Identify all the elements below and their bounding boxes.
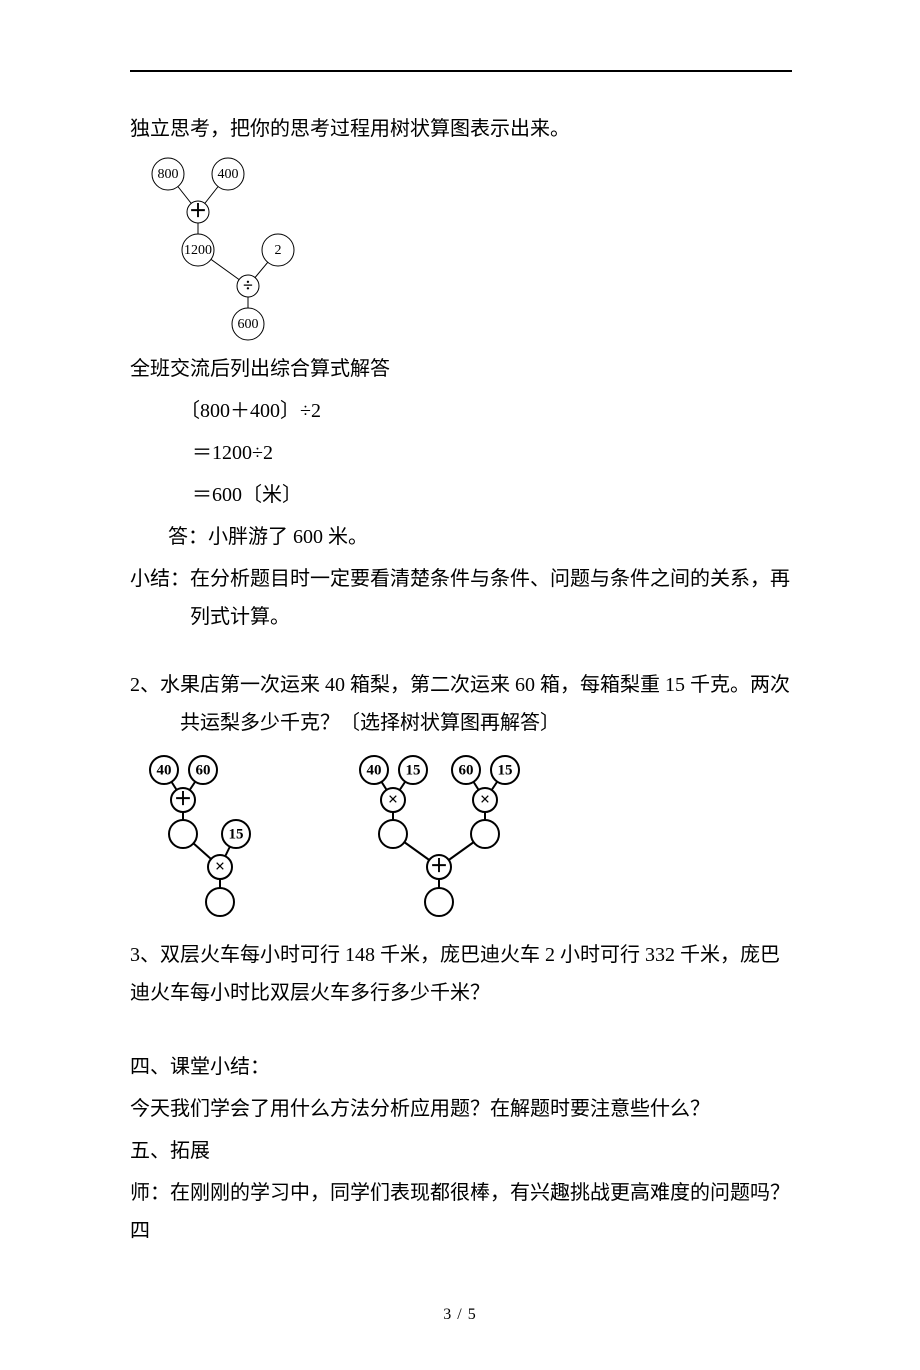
svg-text:＋: ＋ [430, 856, 448, 876]
tree-diagram-1: 800 400 ＋ 1200 2 ÷ 600 [140, 154, 790, 344]
section-heading: 五、拓展 [130, 1132, 790, 1170]
svg-text:15: 15 [229, 826, 244, 842]
tree-diagrams-row: 4060＋15× 40156015××＋ [140, 752, 790, 922]
expression-line: ＝1200÷2 [130, 434, 790, 472]
tree-diagram-2b: 40 15 60 15 × × ＋ [350, 752, 525, 922]
svg-text:×: × [388, 789, 398, 809]
paragraph: 全班交流后列出综合算式解答 [130, 350, 790, 388]
page-number: 3 / 5 [130, 1300, 790, 1330]
section-heading: 四、课堂小结： [130, 1048, 790, 1086]
svg-text:15: 15 [406, 762, 421, 778]
expression-line: 〔800＋400〕÷2 [130, 392, 790, 430]
svg-text:800: 800 [158, 167, 179, 182]
svg-text:60: 60 [196, 762, 211, 778]
question-3: 3、双层火车每小时可行 148 千米，庞巴迪火车 2 小时可行 332 千米，庞… [130, 936, 790, 1012]
svg-text:＋: ＋ [174, 789, 192, 809]
svg-text:40: 40 [367, 762, 382, 778]
svg-text:÷: ÷ [243, 275, 253, 295]
document-body: 独立思考，把你的思考过程用树状算图表示出来。 800400＋12002÷600 … [130, 110, 790, 1330]
expression-line: ＝600〔米〕 [130, 476, 790, 514]
summary-line: 小结：在分析题目时一定要看清楚条件与条件、问题与条件之间的关系，再列式计算。 [130, 560, 790, 636]
svg-text:400: 400 [218, 167, 239, 182]
svg-text:1200: 1200 [184, 243, 212, 258]
svg-text:60: 60 [459, 762, 474, 778]
tree-diagram-2a: 40 60＋ 15× [140, 752, 260, 922]
svg-text:×: × [480, 789, 490, 809]
answer-line: 答：小胖游了 600 米。 [130, 518, 790, 556]
paragraph: 今天我们学会了用什么方法分析应用题？在解题时要注意些什么？ [130, 1090, 790, 1128]
paragraph: 独立思考，把你的思考过程用树状算图表示出来。 [130, 110, 790, 148]
svg-text:2: 2 [275, 243, 282, 258]
svg-text:15: 15 [498, 762, 513, 778]
paragraph: 师：在刚刚的学习中，同学们表现都很棒，有兴趣挑战更高难度的问题吗？四 [130, 1174, 790, 1250]
svg-text:＋: ＋ [189, 201, 207, 221]
svg-text:×: × [215, 856, 225, 876]
top-rule [130, 70, 792, 72]
svg-text:40: 40 [157, 762, 172, 778]
svg-text:600: 600 [238, 317, 259, 332]
question-2: 2、水果店第一次运来 40 箱梨，第二次运来 60 箱，每箱梨重 15 千克。两… [130, 666, 790, 742]
